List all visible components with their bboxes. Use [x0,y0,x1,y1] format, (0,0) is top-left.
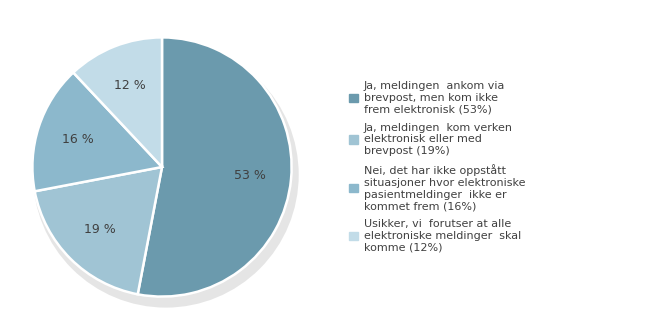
Text: 16 %: 16 % [62,133,94,146]
Legend: Ja, meldingen  ankom via
brevpost, men kom ikke
frem elektronisk (53%), Ja, meld: Ja, meldingen ankom via brevpost, men ko… [346,78,528,256]
Text: 19 %: 19 % [84,223,115,236]
Wedge shape [138,37,292,297]
Text: 12 %: 12 % [113,78,145,92]
Wedge shape [32,72,162,191]
Ellipse shape [33,42,299,308]
Wedge shape [35,167,162,294]
Text: 53 %: 53 % [234,169,266,182]
Wedge shape [73,37,162,167]
